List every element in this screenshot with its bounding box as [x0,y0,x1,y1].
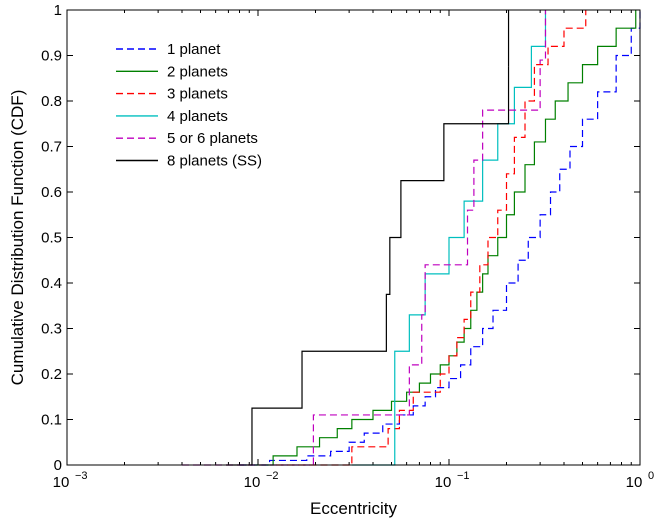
y-tick-label: 0.2 [41,366,62,383]
series-line [239,10,641,466]
legend-label: 5 or 6 planets [167,130,258,147]
legend-label: 1 planet [167,41,221,58]
x-tick-exponent: −2 [266,470,279,482]
y-tick-label: 0 [54,457,62,474]
x-tick-exponent: −1 [457,470,470,482]
x-axis-label: Eccentricity [310,499,397,518]
legend-label: 2 planets [167,63,228,80]
y-tick-label: 0.6 [41,184,62,201]
legend-label: 8 planets (SS) [167,153,262,170]
series-line [253,10,637,466]
y-tick-label: 0.1 [41,412,62,429]
y-tick-label: 0.5 [41,230,62,247]
legend-label: 4 planets [167,108,228,125]
series-group [181,10,641,466]
x-tick-label: 10 [626,474,643,491]
y-tick-label: 0.7 [41,139,62,156]
y-tick-label: 0.9 [41,48,62,65]
y-tick-label: 0.8 [41,93,62,110]
legend-label: 3 planets [167,86,228,103]
legend: 1 planet 2 planets 3 planets 4 planets 5 or … [116,41,262,170]
series-line [351,10,547,466]
y-tick-label: 0.3 [41,321,62,338]
series-line [226,66,510,466]
x-tick-exponent: −3 [75,470,88,482]
y-tick-label: 0.4 [41,275,62,292]
plot-frame [66,9,641,466]
x-tick-label: 10 [53,474,70,491]
x-tick-label: 10 [435,474,452,491]
tick-labels: 10 −3 10 −2 10 −1 10 000.10.20.30.40.50.60.70.8… [41,2,654,491]
x-tick-exponent: 0 [648,470,654,482]
y-axis-label: Cumulative Distribution Function (CDF) [8,90,27,386]
x-tick-label: 10 [244,474,261,491]
series-line [276,10,587,466]
y-tick-label: 1 [54,2,62,19]
series-line [181,10,547,466]
